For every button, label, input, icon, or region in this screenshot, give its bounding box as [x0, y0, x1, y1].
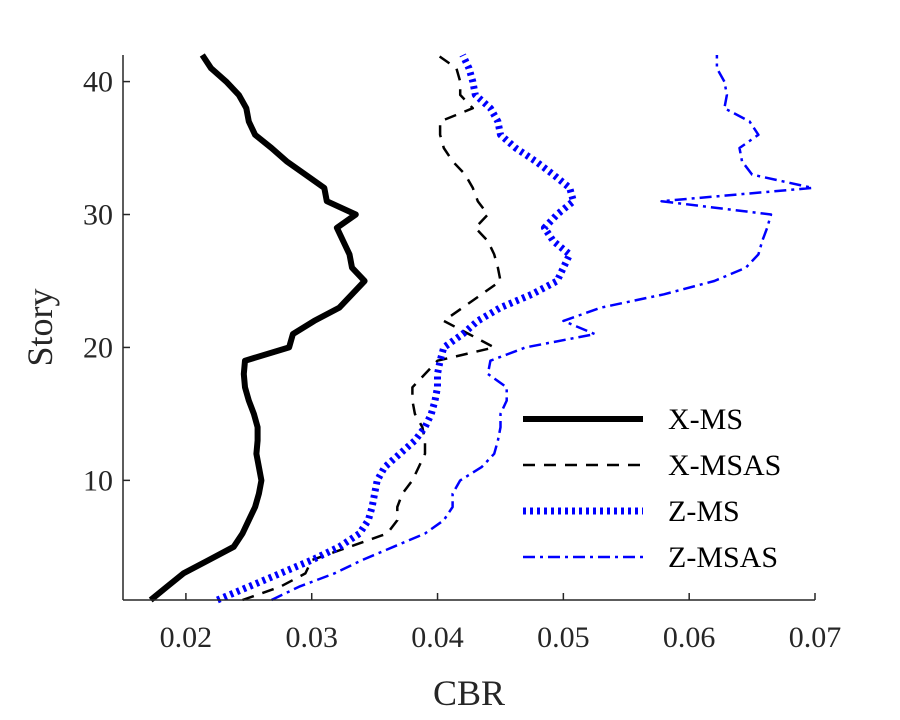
series-layer [148, 53, 814, 604]
x-tick-label: 0.07 [789, 621, 842, 654]
y-tick-label: 10 [83, 464, 113, 497]
x-tick-label: 0.05 [537, 621, 590, 654]
y-tick-label: 30 [83, 199, 113, 232]
x-tick-label: 0.06 [663, 621, 716, 654]
x-tick-label: 0.02 [160, 621, 213, 654]
axes [122, 55, 815, 601]
legend: X-MS X-MSAS Z-MS Z-MSAS [523, 403, 781, 574]
series-line-x-ms [148, 53, 368, 603]
legend-label-x-msas: X-MSAS [668, 449, 781, 482]
x-axis-title: CBR [433, 673, 505, 713]
x-ticks: 0.02 0.03 0.04 0.05 0.06 0.07 [160, 593, 842, 654]
y-tick-label: 20 [83, 331, 113, 364]
series-line-z-msas [270, 55, 814, 602]
legend-label-z-msas: Z-MSAS [668, 541, 778, 574]
y-axis-title: Story [20, 288, 60, 366]
x-tick-label: 0.04 [411, 621, 464, 654]
legend-label-z-ms: Z-MS [668, 495, 740, 528]
series-line-x-msas [242, 53, 502, 602]
y-tick-label: 40 [83, 66, 113, 99]
series-line-z-ms [216, 53, 577, 604]
y-ticks: 10 20 30 40 [83, 66, 130, 497]
x-tick-label: 0.03 [285, 621, 338, 654]
legend-label-x-ms: X-MS [668, 403, 743, 436]
